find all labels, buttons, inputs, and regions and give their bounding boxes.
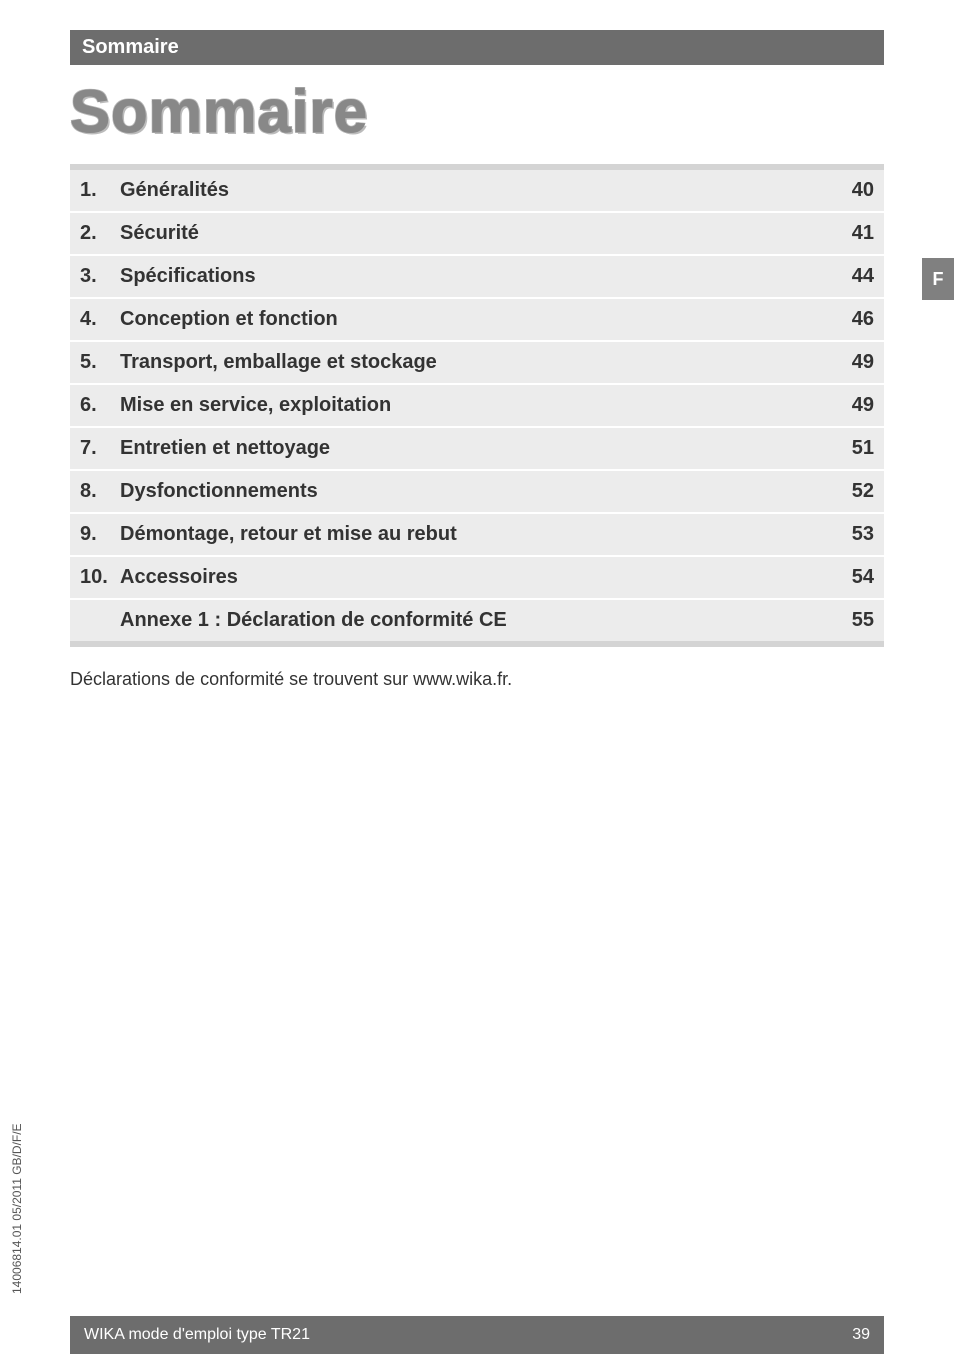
- toc-table: 1. Généralités 40 2. Sécurité 41 3. Spéc…: [70, 170, 884, 641]
- toc-page: 51: [824, 437, 874, 460]
- toc-row[interactable]: 7. Entretien et nettoyage 51: [70, 428, 884, 471]
- toc-number: 1.: [80, 179, 120, 202]
- section-header: Sommaire: [70, 30, 884, 65]
- footer-page-number: 39: [852, 1326, 870, 1344]
- toc-page: 40: [824, 179, 874, 202]
- toc-number: 5.: [80, 351, 120, 374]
- document-id: 14006814.01 05/2011 GB/D/F/E: [10, 1123, 24, 1294]
- toc-row[interactable]: 9. Démontage, retour et mise au rebut 53: [70, 514, 884, 557]
- toc-number: 2.: [80, 222, 120, 245]
- toc-title: Annexe 1 : Déclaration de conformité CE: [120, 609, 824, 632]
- toc-page: 54: [824, 566, 874, 589]
- toc-page: 44: [824, 265, 874, 288]
- toc-page: 52: [824, 480, 874, 503]
- toc-title: Démontage, retour et mise au rebut: [120, 523, 824, 546]
- language-tab: F: [922, 258, 954, 300]
- header-label: Sommaire: [82, 36, 179, 58]
- toc-number: 7.: [80, 437, 120, 460]
- toc-number: 4.: [80, 308, 120, 331]
- footer-left: WIKA mode d'emploi type TR21: [84, 1326, 310, 1344]
- toc-row[interactable]: 4. Conception et fonction 46: [70, 299, 884, 342]
- toc-page: 49: [824, 394, 874, 417]
- toc-page: 53: [824, 523, 874, 546]
- footer-bar: WIKA mode d'emploi type TR21 39: [70, 1316, 884, 1354]
- toc-row[interactable]: 5. Transport, emballage et stockage 49: [70, 342, 884, 385]
- toc-row[interactable]: 10. Accessoires 54: [70, 557, 884, 600]
- toc-title: Spécifications: [120, 265, 824, 288]
- toc-page: 55: [824, 609, 874, 632]
- toc-title: Transport, emballage et stockage: [120, 351, 824, 374]
- toc-page: 49: [824, 351, 874, 374]
- toc-title: Conception et fonction: [120, 308, 824, 331]
- toc-row[interactable]: 6. Mise en service, exploitation 49: [70, 385, 884, 428]
- toc-number: 8.: [80, 480, 120, 503]
- toc-number: 3.: [80, 265, 120, 288]
- toc-title: Entretien et nettoyage: [120, 437, 824, 460]
- toc-row[interactable]: 1. Généralités 40: [70, 170, 884, 213]
- toc-title: Mise en service, exploitation: [120, 394, 824, 417]
- toc-number: 6.: [80, 394, 120, 417]
- toc-row[interactable]: 8. Dysfonctionnements 52: [70, 471, 884, 514]
- toc-title: Accessoires: [120, 566, 824, 589]
- language-tab-label: F: [933, 269, 944, 290]
- toc-divider-bottom: [70, 641, 884, 647]
- toc-row[interactable]: 2. Sécurité 41: [70, 213, 884, 256]
- toc-row[interactable]: Annexe 1 : Déclaration de conformité CE …: [70, 600, 884, 641]
- toc-page: 46: [824, 308, 874, 331]
- toc-page: 41: [824, 222, 874, 245]
- toc-title: Sécurité: [120, 222, 824, 245]
- toc-title: Généralités: [120, 179, 824, 202]
- toc-number: 10.: [80, 566, 120, 589]
- toc-title: Dysfonctionnements: [120, 480, 824, 503]
- toc-row[interactable]: 3. Spécifications 44: [70, 256, 884, 299]
- main-title: Sommaire: [70, 77, 884, 146]
- declaration-note: Déclarations de conformité se trouvent s…: [70, 669, 884, 690]
- toc-number: 9.: [80, 523, 120, 546]
